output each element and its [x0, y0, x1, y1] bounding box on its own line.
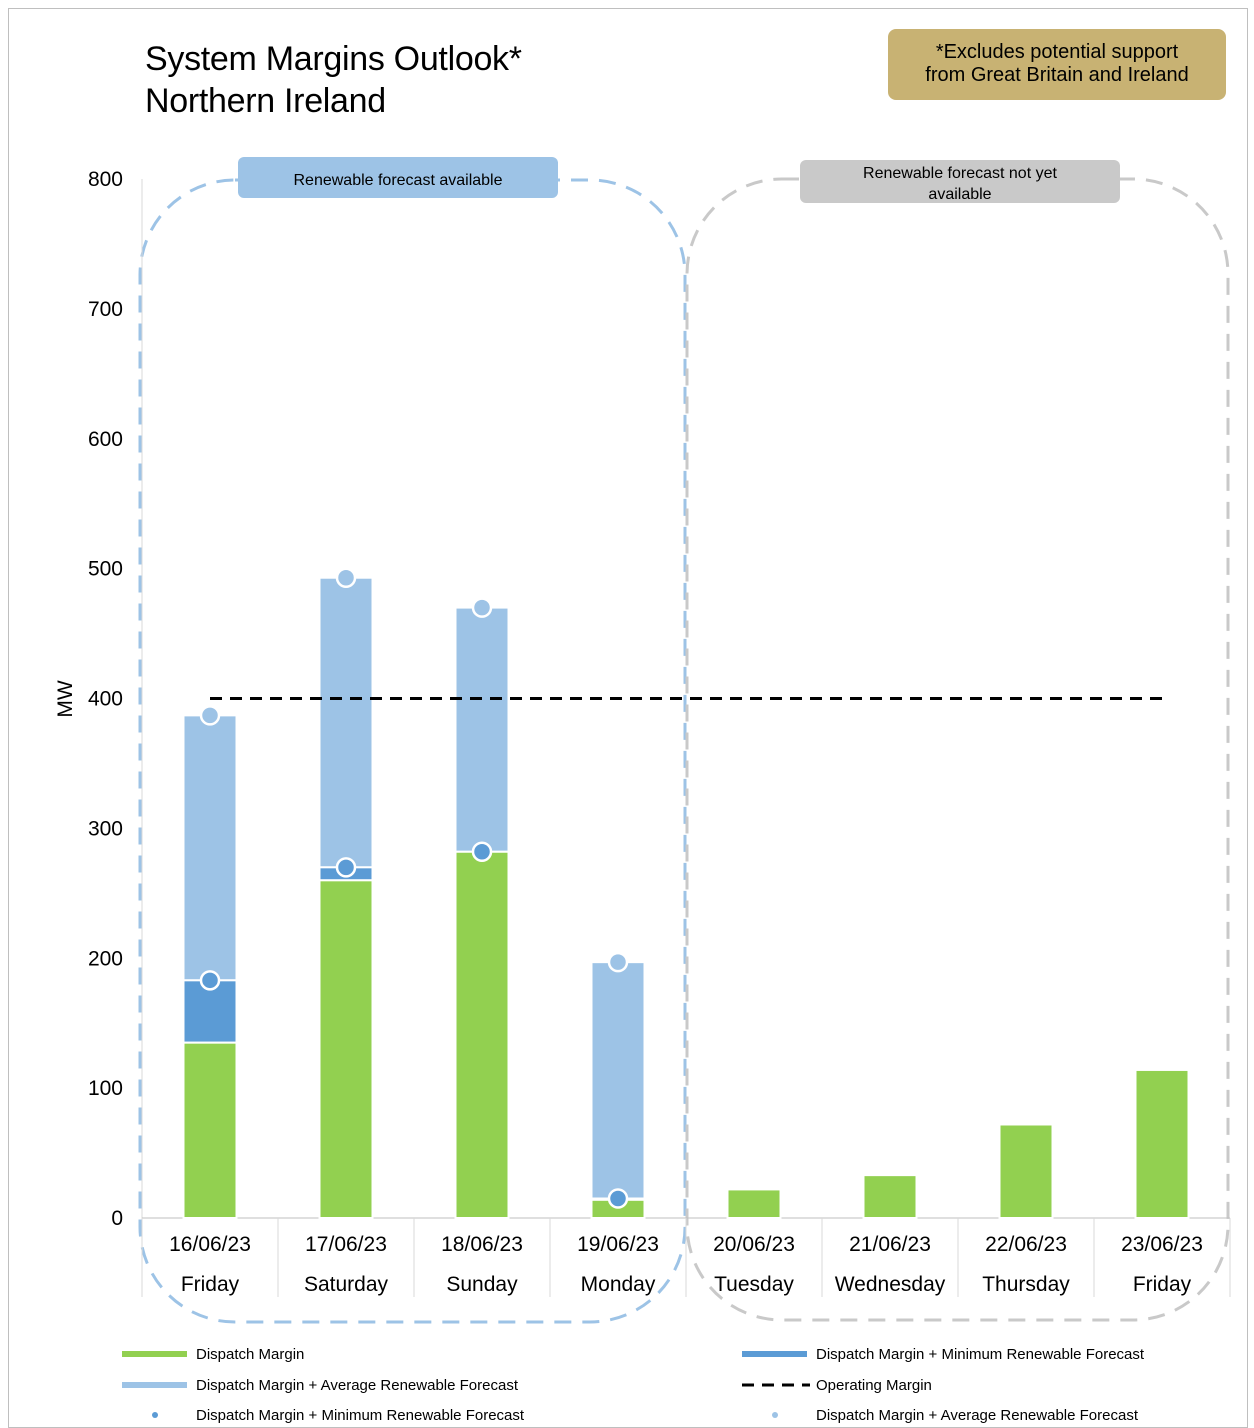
title-line-1: System Margins Outlook* — [145, 40, 522, 78]
legend-label: Dispatch Margin + Minimum Renewable Fore… — [816, 1346, 1145, 1363]
note-box: *Excludes potential support from Great B… — [888, 29, 1226, 100]
y-tick-label: 0 — [111, 1207, 123, 1230]
x-date-label: 21/06/23 — [849, 1233, 931, 1256]
x-day-label: Friday — [1133, 1273, 1192, 1296]
x-date-label: 23/06/23 — [1121, 1233, 1203, 1256]
bar-dispatch-segment — [862, 1174, 918, 1219]
marker-average — [607, 951, 629, 973]
note-line-1: *Excludes potential support — [935, 41, 1179, 63]
x-day-label: Tuesday — [714, 1273, 794, 1296]
y-tick-label: 600 — [88, 428, 123, 451]
marker-average — [335, 567, 357, 588]
x-date-label: 20/06/23 — [713, 1233, 795, 1256]
y-tick-label: 500 — [88, 558, 123, 581]
y-tick-label: 300 — [88, 817, 123, 840]
bar-dispatch-segment — [1134, 1068, 1190, 1219]
bar-dispatch-segment — [998, 1123, 1054, 1219]
y-tick-label: 200 — [88, 947, 123, 970]
legend-label: Dispatch Margin + Average Renewable Fore… — [196, 1377, 519, 1394]
legend-marker-minimum — [152, 1412, 158, 1418]
marker-average — [471, 597, 493, 618]
y-axis-title: MW — [54, 680, 77, 717]
region-available-label-box — [238, 157, 558, 198]
bar-dispatch-segment — [318, 879, 374, 1219]
region-available-label: Renewable forecast available — [293, 172, 502, 189]
region-not-available-label-box — [800, 160, 1120, 203]
legend-label: Dispatch Margin + Average Renewable Fore… — [816, 1407, 1139, 1423]
legend-marker-average — [772, 1412, 778, 1418]
marker-average — [199, 705, 221, 726]
bar-average-segment — [590, 961, 646, 1200]
chart-title: System Margins Outlook* Northern Ireland — [145, 38, 522, 122]
x-day-label: Saturday — [304, 1273, 389, 1296]
x-date-label: 19/06/23 — [577, 1233, 659, 1256]
bar-average-segment — [318, 576, 374, 869]
y-tick-label: 800 — [88, 168, 123, 191]
x-date-label: 17/06/23 — [305, 1233, 387, 1256]
x-date-label: 16/06/23 — [169, 1233, 251, 1256]
x-day-label: Sunday — [446, 1273, 518, 1296]
bar-average-segment — [454, 606, 510, 853]
legend-label: Dispatch Margin — [196, 1346, 304, 1363]
legend: Dispatch Margin Dispatch Margin + Minimum… — [122, 1346, 1145, 1423]
x-day-label: Wednesday — [835, 1273, 946, 1296]
legend-label: Dispatch Margin + Minimum Renewable Fore… — [196, 1407, 525, 1423]
marker-minimum — [471, 841, 493, 863]
x-date-label: 22/06/23 — [985, 1233, 1067, 1256]
bar-average-segment — [182, 714, 238, 982]
region-not-available-label-1: Renewable forecast not yet — [863, 165, 1057, 182]
y-tick-label: 400 — [88, 688, 123, 711]
bar-dispatch-segment — [454, 850, 510, 1219]
axis-layer: 0 100 200 300 400 500 600 700 800 — [88, 168, 1231, 1297]
note-line-2: from Great Britain and Ireland — [925, 64, 1189, 86]
x-day-label: Monday — [581, 1273, 656, 1296]
x-date-label: 18/06/23 — [441, 1233, 523, 1256]
x-day-label: Thursday — [982, 1273, 1070, 1296]
marker-layer — [199, 567, 629, 1209]
y-tick-label: 100 — [88, 1077, 123, 1100]
title-line-2: Northern Ireland — [145, 82, 386, 120]
marker-minimum — [607, 1188, 629, 1209]
marker-minimum — [335, 857, 357, 878]
x-day-label: Friday — [181, 1273, 240, 1296]
legend-label: Operating Margin — [816, 1377, 932, 1394]
marker-minimum — [199, 970, 221, 991]
region-not-available-label-2: available — [928, 186, 991, 203]
y-tick-label: 700 — [88, 298, 123, 321]
label-layer: 16/06/23 Friday 17/06/23 Saturday 18/06/23 Su… — [169, 1233, 1203, 1296]
bar-layer — [182, 576, 1190, 1220]
bar-dispatch-segment — [726, 1188, 782, 1219]
bar-dispatch-segment — [182, 1041, 238, 1219]
